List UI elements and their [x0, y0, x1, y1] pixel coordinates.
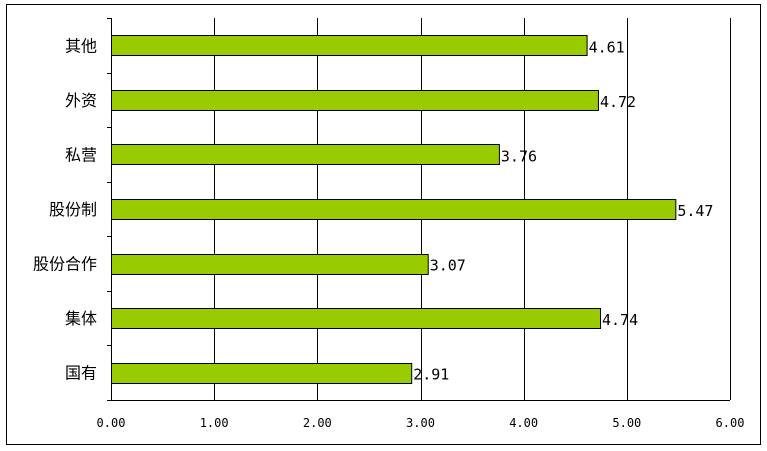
bar-6	[111, 308, 602, 329]
x-tick-label: 1.00	[200, 416, 229, 430]
category-label: 集体	[65, 309, 97, 328]
bar-1	[111, 35, 588, 56]
data-labels: 4.61 4.72 3.76 5.47 3.07 4.74 2.91	[413, 38, 713, 383]
data-label: 2.91	[413, 366, 449, 384]
x-tick-label: 3.00	[406, 416, 435, 430]
data-label: 4.74	[602, 311, 638, 329]
data-label: 3.07	[430, 257, 466, 275]
data-label: 3.76	[501, 147, 537, 165]
bar-5	[111, 254, 429, 275]
bar-4	[111, 199, 677, 220]
bar-7	[111, 363, 413, 384]
category-label: 股份制	[49, 200, 97, 219]
bars	[111, 35, 677, 384]
category-label: 股份合作	[33, 255, 97, 274]
category-label: 其他	[65, 36, 97, 55]
x-tick-label: 4.00	[509, 416, 538, 430]
data-label: 4.72	[600, 93, 636, 111]
x-tick-label: 5.00	[612, 416, 641, 430]
data-label: 5.47	[677, 202, 713, 220]
x-tick-label: 6.00	[716, 416, 745, 430]
bar-2	[111, 90, 599, 111]
bar-3	[111, 144, 500, 165]
x-tick-label: 0.00	[97, 416, 126, 430]
category-label: 外资	[65, 91, 97, 110]
category-label: 私营	[65, 145, 97, 164]
x-tick-label: 2.00	[303, 416, 332, 430]
data-label: 4.61	[589, 38, 625, 56]
category-label: 国有	[65, 364, 97, 383]
x-tick-labels: 0.00 1.00 2.00 3.00 4.00 5.00 6.00	[97, 416, 745, 430]
